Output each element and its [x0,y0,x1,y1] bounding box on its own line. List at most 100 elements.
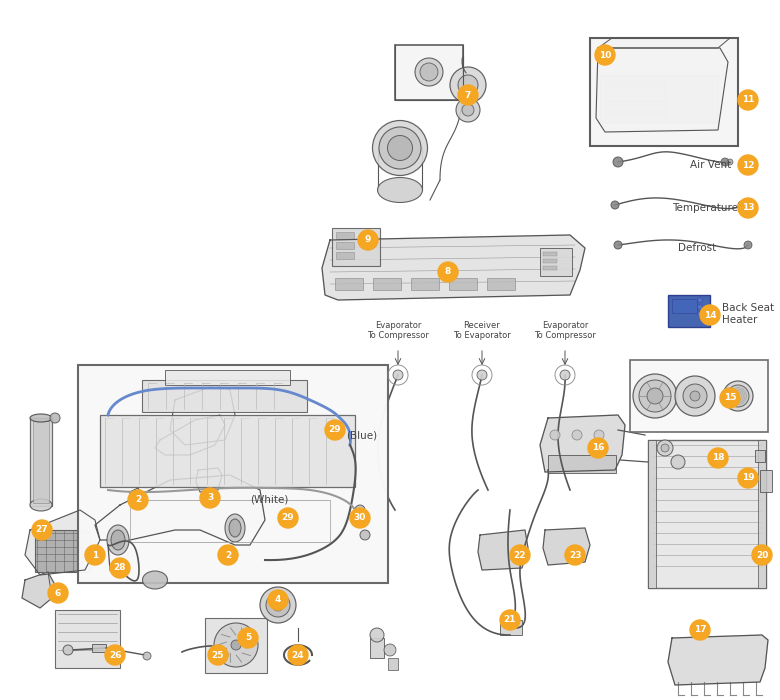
Bar [30,418,52,506]
Circle shape [360,530,370,540]
Text: Evaporator
To Compressor: Evaporator To Compressor [367,321,429,340]
Circle shape [272,599,284,611]
Text: Temperature: Temperature [672,203,738,213]
Ellipse shape [420,63,438,81]
Polygon shape [598,38,730,48]
Circle shape [690,620,710,640]
Circle shape [633,374,677,418]
Circle shape [216,649,228,661]
Text: Evaporator
To Compressor: Evaporator To Compressor [534,321,596,340]
Text: 17: 17 [693,626,707,634]
Text: 23: 23 [569,550,581,559]
Circle shape [752,545,772,565]
Circle shape [266,593,290,617]
Circle shape [280,510,296,526]
Polygon shape [25,510,100,575]
Text: 22: 22 [514,550,526,559]
Polygon shape [155,415,225,455]
Bar [630,360,768,432]
Bar [332,228,380,266]
Text: 2: 2 [225,550,231,559]
Bar [449,278,477,290]
Bar [543,259,557,263]
Text: 12: 12 [742,160,754,169]
Bar [605,100,665,106]
Text: Heater: Heater [722,315,757,325]
Ellipse shape [225,514,245,542]
Circle shape [647,388,663,404]
Ellipse shape [111,530,125,550]
Bar [33,421,49,503]
Circle shape [708,448,728,468]
Bar [373,278,401,290]
Circle shape [683,384,707,408]
Circle shape [462,104,474,116]
Polygon shape [222,546,236,562]
Text: 5: 5 [245,634,251,643]
Circle shape [510,545,530,565]
Bar [540,248,572,276]
Circle shape [738,198,758,218]
Circle shape [200,488,220,508]
Circle shape [456,98,480,122]
Bar [648,440,766,588]
Circle shape [588,438,608,458]
Circle shape [594,430,604,440]
Circle shape [744,241,752,249]
Polygon shape [596,48,728,132]
Circle shape [355,505,365,515]
Ellipse shape [379,127,421,169]
Text: 2: 2 [135,496,141,505]
Bar [165,370,290,385]
Text: 19: 19 [742,473,754,482]
Bar [487,278,515,290]
Ellipse shape [727,385,749,407]
Bar [543,252,557,256]
Circle shape [353,515,363,525]
Bar [35,530,90,572]
Circle shape [238,628,258,648]
Circle shape [50,413,60,423]
Circle shape [700,305,720,325]
Text: 11: 11 [742,95,754,104]
Circle shape [614,241,622,249]
Text: 18: 18 [711,454,725,463]
Polygon shape [478,530,528,570]
Bar [600,75,718,123]
Circle shape [358,230,378,250]
Circle shape [721,158,729,166]
Circle shape [550,430,560,440]
Text: 21: 21 [504,615,516,624]
Text: 14: 14 [704,311,716,319]
Circle shape [85,545,105,565]
Bar [605,90,665,96]
Circle shape [738,155,758,175]
Ellipse shape [30,414,52,422]
Circle shape [595,45,615,65]
Text: Back Seat: Back Seat [722,303,774,313]
Ellipse shape [143,571,168,589]
Bar [100,415,355,487]
Bar [543,266,557,270]
Circle shape [214,623,258,667]
Circle shape [458,85,478,105]
Text: 4: 4 [275,596,281,605]
Bar [335,278,363,290]
Circle shape [325,420,345,440]
Circle shape [661,444,669,452]
Text: 10: 10 [599,50,612,60]
Ellipse shape [107,525,129,555]
Polygon shape [322,235,585,300]
Circle shape [384,644,396,656]
Ellipse shape [30,499,52,511]
Circle shape [208,645,228,665]
Circle shape [438,262,458,282]
Circle shape [63,645,73,655]
Circle shape [675,376,715,416]
Circle shape [105,645,125,665]
Polygon shape [95,475,265,545]
Bar [92,644,106,652]
Ellipse shape [373,120,427,176]
Circle shape [738,201,746,209]
Circle shape [288,645,308,665]
